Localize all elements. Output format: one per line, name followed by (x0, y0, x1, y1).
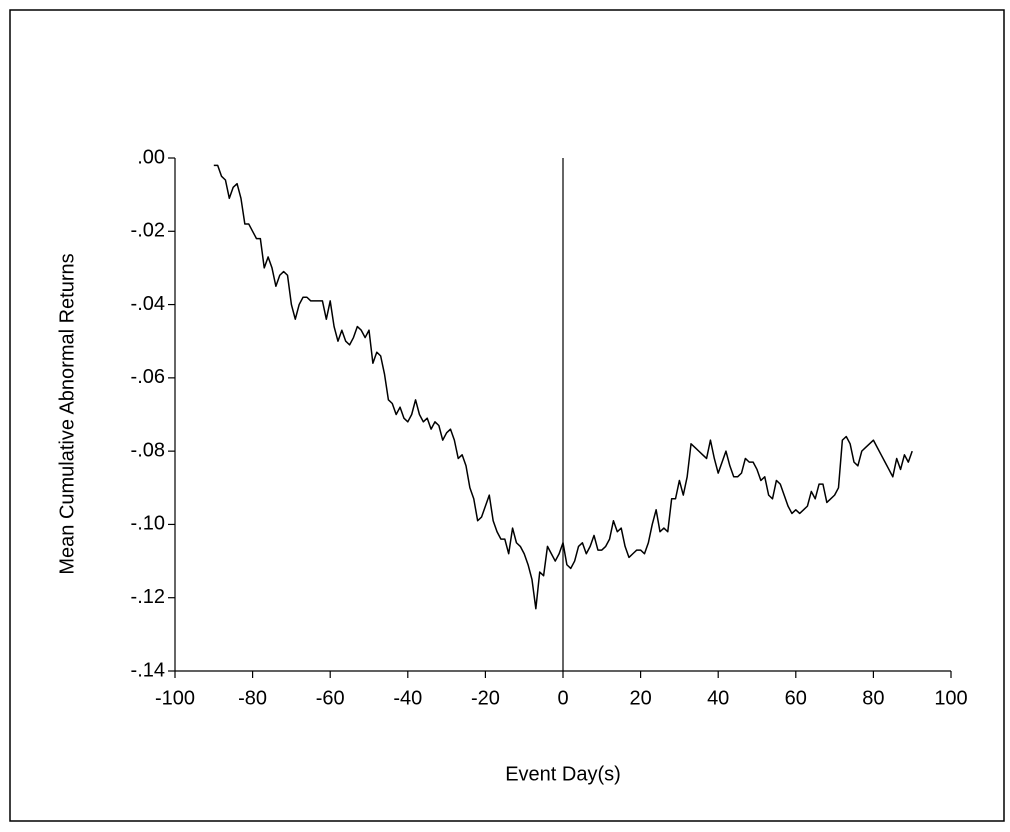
y-axis-title: Mean Cumulative Abnormal Returns (56, 253, 78, 574)
x-tick-label: -100 (155, 687, 195, 709)
x-tick-label: -20 (471, 687, 500, 709)
data-line (213, 164, 913, 610)
y-tick-label: -.14 (131, 659, 165, 681)
x-tick-label: 40 (707, 687, 729, 709)
y-tick-label: -.10 (131, 513, 165, 535)
y-tick-label: -.02 (131, 220, 165, 242)
frame (9, 9, 1005, 822)
y-tick-label: -.12 (131, 586, 165, 608)
x-tick-label: -40 (393, 687, 422, 709)
x-tick-label: 60 (785, 687, 807, 709)
y-tick-label: .00 (137, 146, 165, 168)
y-tick-label: -.08 (131, 439, 165, 461)
x-tick-label: -60 (316, 687, 345, 709)
x-tick-label: 80 (862, 687, 884, 709)
x-tick-label: 20 (629, 687, 651, 709)
x-tick-label: -80 (238, 687, 267, 709)
y-tick-label: -.04 (131, 293, 165, 315)
x-tick-label: 100 (934, 687, 967, 709)
x-tick-label: 0 (557, 687, 568, 709)
x-axis-title: Event Day(s) (505, 763, 621, 785)
y-tick-label: -.06 (131, 366, 165, 388)
